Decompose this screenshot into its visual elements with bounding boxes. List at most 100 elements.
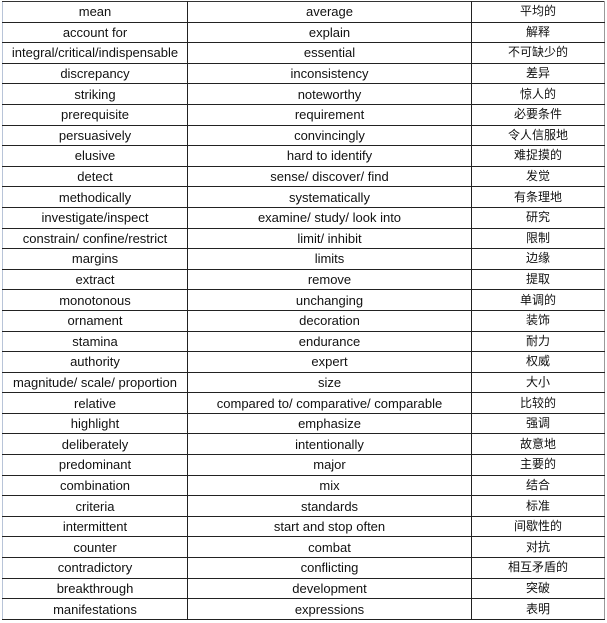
synonym-cell: requirement [187,103,472,126]
table-row: highlight emphasize 强调 [2,412,605,435]
synonym-cell: explain [187,21,472,44]
chinese-meaning-cell: 难捉摸的 [471,145,605,167]
chinese-meaning-cell: 不可缺少的 [471,42,605,64]
synonym-cell: examine/ study/ look into [187,206,472,229]
chinese-meaning-cell: 比较的 [471,392,605,414]
word-cell: methodically [2,186,188,208]
word-cell: persuasively [2,124,188,147]
word-cell: mean [2,1,188,23]
word-cell: highlight [2,412,188,435]
chinese-meaning-cell: 研究 [471,206,605,229]
table-row: contradictory conflicting 相互矛盾的 [2,557,605,579]
word-cell: stamina [2,330,188,353]
word-cell: detect [2,165,188,188]
table-row: breakthrough development 突破 [2,577,605,600]
word-cell: striking [2,83,188,105]
word-cell: investigate/inspect [2,206,188,229]
synonym-cell: standards [187,495,472,517]
word-cell: discrepancy [2,62,188,85]
table-row: authority expert 权威 [2,351,605,373]
synonym-cell: mix [187,474,472,497]
synonym-cell: noteworthy [187,83,472,105]
chinese-meaning-cell: 标准 [471,495,605,517]
chinese-meaning-cell: 令人信服地 [471,124,605,147]
table-row: mean average 平均的 [2,1,605,23]
table-row: magnitude/ scale/ proportion size 大小 [2,371,605,394]
word-cell: integral/critical/indispensable [2,42,188,64]
synonym-cell: systematically [187,186,472,208]
chinese-meaning-cell: 惊人的 [471,83,605,105]
chinese-meaning-cell: 必要条件 [471,103,605,126]
table-row: prerequisite requirement 必要条件 [2,103,605,126]
word-cell: magnitude/ scale/ proportion [2,371,188,394]
synonym-cell: sense/ discover/ find [187,165,472,188]
synonym-cell: expert [187,351,472,373]
chinese-meaning-cell: 主要的 [471,454,605,476]
synonym-cell: hard to identify [187,145,472,167]
word-cell: relative [2,392,188,414]
table-row: persuasively convincingly 令人信服地 [2,124,605,147]
table-row: discrepancy inconsistency 差异 [2,62,605,85]
synonym-cell: convincingly [187,124,472,147]
word-cell: predominant [2,454,188,476]
chinese-meaning-cell: 耐力 [471,330,605,353]
table-row: stamina endurance 耐力 [2,330,605,353]
table-row: intermittent start and stop often 间歇性的 [2,515,605,538]
synonym-cell: conflicting [187,557,472,579]
synonym-cell: decoration [187,309,472,332]
chinese-meaning-cell: 发觉 [471,165,605,188]
table-row: constrain/ confine/restrict limit/ inhibi… [2,227,605,250]
table-row: counter combat 对抗 [2,536,605,559]
word-cell: ornament [2,309,188,332]
chinese-meaning-cell: 大小 [471,371,605,394]
chinese-meaning-cell: 相互矛盾的 [471,557,605,579]
chinese-meaning-cell: 权威 [471,351,605,373]
synonym-cell: endurance [187,330,472,353]
table-row: elusive hard to identify 难捉摸的 [2,145,605,167]
word-cell: account for [2,21,188,44]
table-row: investigate/inspect examine/ study/ look … [2,206,605,229]
synonym-cell: average [187,1,472,23]
chinese-meaning-cell: 解释 [471,21,605,44]
table-row: margins limits 边缘 [2,248,605,270]
chinese-meaning-cell: 装饰 [471,309,605,332]
chinese-meaning-cell: 对抗 [471,536,605,559]
synonym-cell: remove [187,268,472,291]
table-row: detect sense/ discover/ find 发觉 [2,165,605,188]
synonym-cell: inconsistency [187,62,472,85]
word-cell: contradictory [2,557,188,579]
word-cell: constrain/ confine/restrict [2,227,188,250]
synonym-cell: combat [187,536,472,559]
table-row: integral/critical/indispensable essential… [2,42,605,64]
table-row: account for explain 解释 [2,21,605,44]
chinese-meaning-cell: 突破 [471,577,605,600]
synonym-cell: development [187,577,472,600]
table-row: relative compared to/ comparative/ compar… [2,392,605,414]
chinese-meaning-cell: 有条理地 [471,186,605,208]
chinese-meaning-cell: 边缘 [471,248,605,270]
table-row: predominant major 主要的 [2,454,605,476]
word-cell: prerequisite [2,103,188,126]
chinese-meaning-cell: 提取 [471,268,605,291]
table-row: criteria standards 标准 [2,495,605,517]
word-cell: authority [2,351,188,373]
chinese-meaning-cell: 结合 [471,474,605,497]
table-row: extract remove 提取 [2,268,605,291]
chinese-meaning-cell: 间歇性的 [471,515,605,538]
synonym-cell: limits [187,248,472,270]
synonym-cell: expressions [187,598,472,620]
synonym-cell: unchanging [187,289,472,311]
chinese-meaning-cell: 平均的 [471,1,605,23]
chinese-meaning-cell: 单调的 [471,289,605,311]
word-cell: monotonous [2,289,188,311]
word-cell: margins [2,248,188,270]
synonym-cell: start and stop often [187,515,472,538]
synonym-cell: essential [187,42,472,64]
synonym-cell: limit/ inhibit [187,227,472,250]
chinese-meaning-cell: 表明 [471,598,605,620]
word-cell: intermittent [2,515,188,538]
table-row: striking noteworthy 惊人的 [2,83,605,105]
word-cell: elusive [2,145,188,167]
